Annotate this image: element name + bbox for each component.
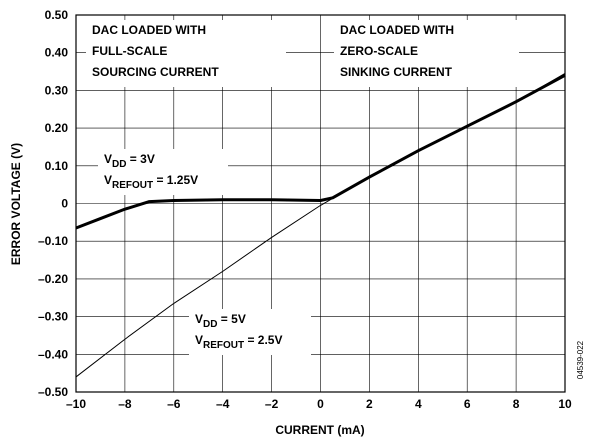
x-tick-label: –10: [66, 397, 86, 411]
annotation-part: = 5V: [217, 312, 245, 326]
annotation-part: DAC LOADED WITH: [92, 23, 206, 37]
annotation-part: FULL-SCALE: [92, 44, 167, 58]
annotation: ZERO-SCALE: [340, 44, 418, 58]
annotation-background: [189, 309, 311, 355]
annotation: SINKING CURRENT: [340, 65, 453, 79]
annotation-part: V: [195, 333, 203, 347]
annotation-part: = 1.25V: [153, 173, 198, 187]
annotation: DAC LOADED WITH: [340, 23, 454, 37]
y-tick-label: –0.40: [38, 347, 68, 361]
y-tick-label: –0.20: [38, 272, 68, 286]
annotation: SOURCING CURRENT: [92, 65, 219, 79]
annotation-background: [98, 149, 228, 195]
annotation-part: REFOUT: [112, 180, 153, 191]
annotation: VREFOUT = 2.5V: [195, 333, 283, 351]
y-tick-label: –0.30: [38, 310, 68, 324]
x-tick-label: 8: [513, 397, 520, 411]
annotation: VDD = 3V: [104, 152, 155, 170]
annotation-part: SINKING CURRENT: [340, 65, 453, 79]
annotation-part: SOURCING CURRENT: [92, 65, 219, 79]
x-tick-label: 10: [558, 397, 572, 411]
data-line: [75, 73, 566, 378]
y-tick-label: 0: [61, 197, 68, 211]
annotation-part: V: [195, 312, 203, 326]
y-tick-label: 0.20: [45, 121, 69, 135]
annotation-part: DD: [112, 159, 126, 170]
annotation-background: [334, 20, 519, 87]
x-tick-label: 0: [317, 397, 324, 411]
x-tick-label: –4: [216, 397, 230, 411]
annotation-part: ZERO-SCALE: [340, 44, 418, 58]
y-tick-label: 0.40: [45, 46, 69, 60]
x-tick-label: 2: [366, 397, 373, 411]
plot-frame: [75, 14, 566, 393]
annotation: DAC LOADED WITH: [92, 23, 206, 37]
x-tick-label: 4: [415, 397, 422, 411]
annotation-part: = 3V: [126, 152, 154, 166]
annotation-part: V: [104, 173, 112, 187]
annotation-part: V: [104, 152, 112, 166]
y-axis-label: ERROR VOLTAGE (V): [9, 143, 23, 265]
annotation-background: [86, 20, 286, 87]
y-tick-label: –0.50: [38, 385, 68, 399]
annotation-part: DD: [203, 319, 217, 330]
y-tick-label: 0.50: [45, 8, 69, 22]
y-tick-label: –0.10: [38, 234, 68, 248]
x-tick-label: –6: [167, 397, 181, 411]
annotation: VREFOUT = 1.25V: [104, 173, 198, 191]
x-axis-label: CURRENT (mA): [275, 423, 364, 437]
y-tick-label: 0.30: [45, 83, 69, 97]
figure-id: 04539-022: [576, 340, 585, 379]
x-tick-label: –8: [118, 397, 132, 411]
y-tick-label: 0.10: [45, 159, 69, 173]
annotation-part: DAC LOADED WITH: [340, 23, 454, 37]
annotation: FULL-SCALE: [92, 44, 167, 58]
annotation-part: = 2.5V: [244, 333, 282, 347]
x-tick-label: 6: [464, 397, 471, 411]
annotation: VDD = 5V: [195, 312, 246, 330]
annotation-part: REFOUT: [203, 340, 244, 351]
x-tick-label: –2: [265, 397, 279, 411]
